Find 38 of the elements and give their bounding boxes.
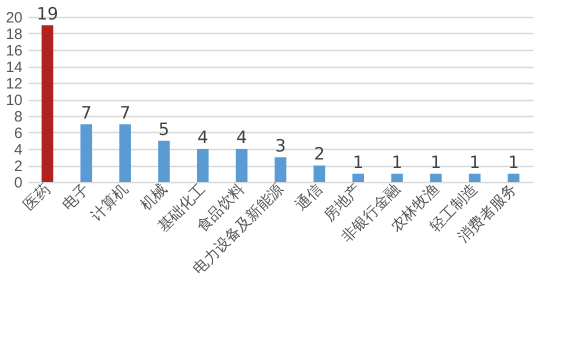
y-tick-label: 12 [6,76,22,92]
data-label: 1 [352,152,364,173]
bar [508,174,520,182]
y-tick-label: 4 [14,142,22,158]
y-tick-label: 16 [6,42,22,60]
bar [42,25,54,182]
data-label: 5 [158,120,170,140]
data-label: 4 [236,128,248,148]
data-label: 3 [275,136,286,156]
data-label: 2 [314,144,325,164]
data-label: 1 [508,152,519,173]
y-tick-label: 8 [14,108,22,126]
data-label: 7 [120,103,131,124]
y-tick-label: 2 [14,158,22,175]
bar [352,174,364,182]
data-label: 1 [392,152,402,173]
bar [196,149,209,182]
bar [314,166,326,182]
data-label: 1 [469,152,480,173]
y-tick-label: 18 [6,26,22,43]
y-tick-label: 14 [6,59,22,76]
bar [274,157,286,182]
bar [236,149,248,182]
bar [80,124,92,182]
data-label: 19 [36,4,58,24]
bar [119,124,131,182]
y-tick-label: 20 [6,10,22,26]
bar [468,174,481,182]
y-tick-label: 0 [14,174,22,192]
x-tick-label: 通信 [292,180,326,214]
y-tick-label: 10 [6,92,22,109]
bar [430,174,442,182]
y-tick-label: 6 [14,125,22,142]
bar [391,174,403,182]
data-label: 1 [430,152,442,173]
bar [158,140,170,182]
data-label: 4 [197,128,208,148]
data-label: 7 [80,103,92,124]
